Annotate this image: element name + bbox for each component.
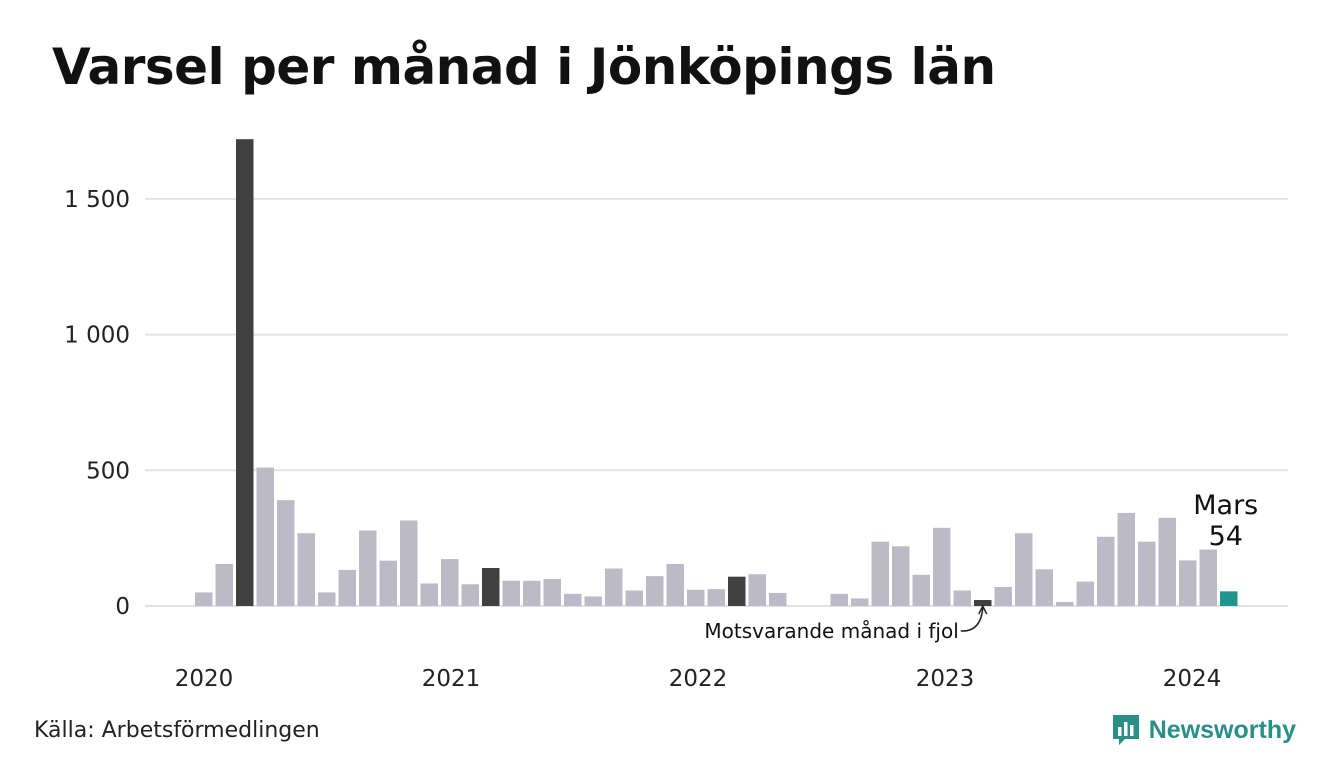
y-tick-label: 1 000 [64, 323, 130, 349]
bar [420, 583, 438, 606]
bar-chart: 0 500 1 000 1 500 2020 2021 2022 2023 2024 Mars… [64, 139, 1288, 692]
bar [1117, 512, 1135, 606]
bar [1097, 536, 1115, 606]
source-note: Källa: Arbetsförmedlingen [34, 718, 320, 743]
bar [605, 568, 623, 606]
y-tick-label: 1 500 [64, 187, 130, 213]
current-value-label: 54 [1209, 521, 1243, 552]
chart-title: Varsel per månad i Jönköpings län [52, 38, 996, 96]
bar [871, 541, 889, 606]
bar [564, 593, 582, 606]
bar [1220, 591, 1238, 606]
y-axis: 0 500 1 000 1 500 [64, 187, 130, 620]
bar [625, 590, 643, 606]
x-tick-label: 2022 [669, 666, 728, 692]
brand-logo: Newsworthy [1111, 713, 1296, 747]
x-tick-label: 2023 [916, 666, 975, 692]
bar [482, 568, 500, 606]
bar [523, 580, 541, 606]
bar [379, 560, 397, 606]
bar [994, 587, 1012, 606]
newsworthy-logo-icon [1112, 715, 1139, 745]
bar [359, 530, 377, 606]
bar [195, 592, 213, 606]
bar [502, 580, 520, 606]
bar [1056, 601, 1074, 606]
bar [1179, 560, 1197, 606]
bar [338, 569, 356, 606]
y-tick-label: 500 [86, 458, 130, 484]
same-month-last-year-label: Motsvarande månad i fjol [704, 619, 958, 643]
bar [748, 574, 766, 606]
bar [1158, 517, 1176, 606]
current-month-label: Mars [1193, 490, 1258, 521]
x-tick-label: 2021 [422, 666, 481, 692]
x-tick-label: 2024 [1163, 666, 1222, 692]
bar [851, 598, 869, 606]
bar [1035, 569, 1053, 606]
bar [1015, 533, 1033, 606]
bar [830, 593, 848, 606]
annotation-arrowhead [978, 604, 988, 615]
gridlines [145, 197, 1288, 607]
bar [236, 139, 254, 606]
bar [256, 467, 274, 606]
bar [543, 578, 561, 606]
annotation-arrow [960, 607, 984, 632]
bar [1076, 581, 1094, 606]
bar [1199, 549, 1217, 606]
bar [646, 576, 664, 606]
bar [892, 546, 910, 606]
bar [277, 500, 295, 606]
bar [728, 576, 746, 606]
brand-name: Newsworthy [1148, 715, 1296, 744]
bar [297, 533, 315, 606]
bar [912, 574, 930, 606]
bar [707, 589, 725, 606]
bar [666, 563, 684, 606]
bar [441, 559, 459, 606]
x-tick-label: 2020 [175, 666, 234, 692]
bars [195, 139, 1238, 606]
bar [215, 563, 233, 606]
bar [400, 520, 418, 606]
bar [584, 596, 602, 606]
bar [318, 592, 336, 606]
bar [974, 600, 992, 606]
bar [769, 592, 787, 606]
bar [1138, 541, 1156, 606]
bar [687, 589, 705, 606]
bar [953, 590, 971, 606]
bar [933, 527, 951, 606]
bar [461, 584, 479, 606]
x-axis: 2020 2021 2022 2023 2024 [175, 666, 1222, 692]
y-tick-label: 0 [115, 594, 130, 620]
